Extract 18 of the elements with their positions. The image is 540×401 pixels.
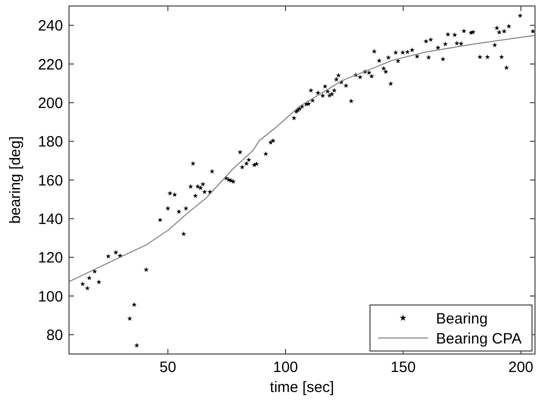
y-tick-label: 220: [38, 56, 63, 74]
x-tick-label: 150: [390, 359, 416, 376]
y-tick-label: 140: [38, 210, 63, 228]
y-tick-label: 80: [46, 326, 63, 344]
y-tick-label: 160: [38, 172, 63, 190]
line-series: [68, 34, 536, 282]
legend-label: Bearing: [436, 310, 488, 328]
y-tick-label: 120: [38, 250, 63, 267]
y-tick-label: 180: [38, 134, 63, 151]
legend-label: Bearing CPA: [436, 330, 522, 348]
y-tick-label: 100: [38, 288, 63, 306]
y-tick-label: 240: [38, 18, 63, 35]
y-tick-label: 200: [38, 94, 63, 112]
y-axis-title: bearing [deg]: [7, 136, 24, 224]
x-tick-label: 100: [273, 359, 298, 376]
x-axis-title: time [sec]: [270, 379, 334, 396]
x-tick-label: 200: [508, 359, 534, 376]
x-tick-label: 50: [160, 359, 176, 376]
